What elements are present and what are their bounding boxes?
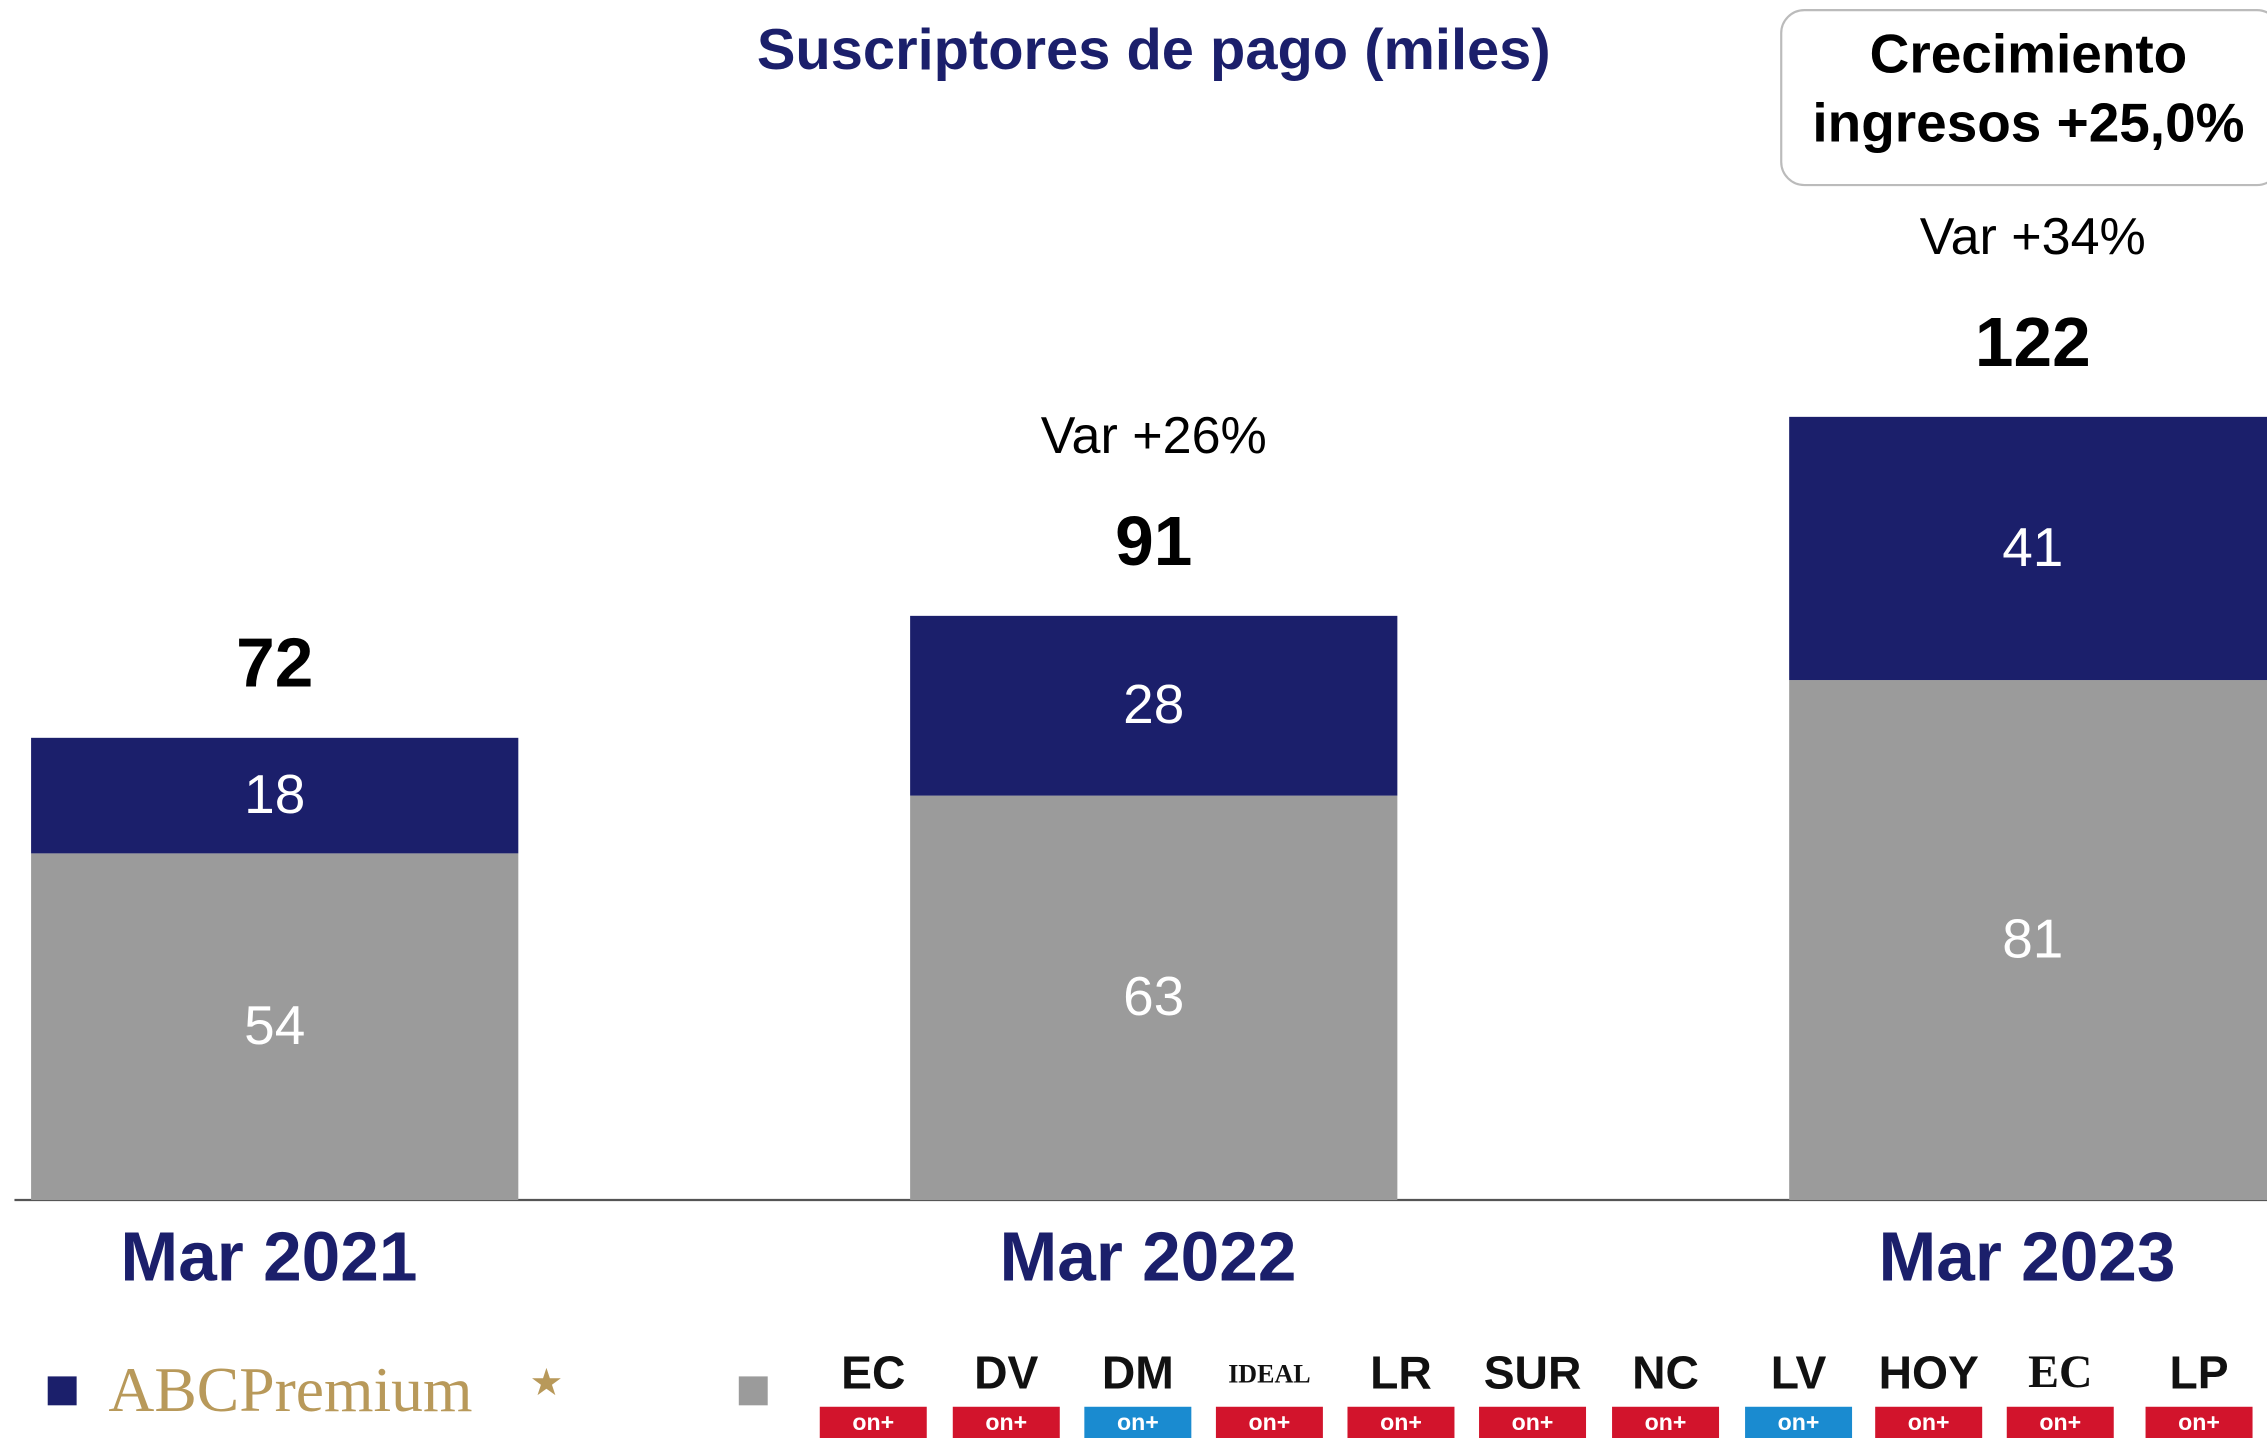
logo-tag (1084, 1406, 1192, 1438)
total-label: 122 (1975, 303, 2091, 381)
bar-segment (910, 615, 1398, 796)
logo-tag-text: on+ (2039, 1409, 2081, 1435)
logo-text: DM (1102, 1347, 1174, 1399)
logo-tag (1215, 1406, 1323, 1438)
legend-star: ★ (530, 1361, 564, 1403)
logo-tag (2006, 1406, 2114, 1438)
segment-label: 54 (244, 994, 305, 1056)
logo-tag-text: on+ (1778, 1409, 1820, 1435)
chart-title: Suscriptores de pago (miles) (757, 18, 1551, 82)
legend-swatch (47, 1376, 77, 1406)
bar-segment (1789, 416, 2267, 681)
segment-label: 28 (1123, 673, 1184, 735)
bar-segment (31, 853, 519, 1201)
logo-text: LV (1771, 1347, 1827, 1399)
logo-tag (2145, 1406, 2253, 1438)
logo-tag-text: on+ (2178, 1409, 2220, 1435)
segment-label: 81 (2002, 907, 2063, 969)
segment-label: 41 (2002, 516, 2063, 578)
legend-label: ABCPremium (108, 1354, 472, 1425)
variation-label: Var +34% (1920, 208, 2146, 266)
box-text: ingresos +25,0% (1812, 92, 2244, 154)
logo-tag (1612, 1406, 1720, 1438)
total-label: 91 (1115, 502, 1192, 580)
logo-tag (1479, 1406, 1587, 1438)
legend-swatch (738, 1376, 768, 1406)
logo-text: EC (2028, 1347, 2092, 1398)
logo-text: SUR (1484, 1347, 1582, 1399)
logo-tag-text: on+ (1380, 1409, 1422, 1435)
logo-text: EC (841, 1347, 905, 1399)
total-label: 72 (236, 624, 313, 702)
logo-tag-text: on+ (1117, 1409, 1159, 1435)
x-tick-label: Mar 2022 (999, 1218, 1296, 1296)
logo-text: LR (1370, 1347, 1432, 1399)
logo-tag-text: on+ (1249, 1409, 1291, 1435)
x-tick-label: Mar 2021 (120, 1218, 417, 1296)
bar-segment (31, 737, 519, 854)
logo-tag-text: on+ (1908, 1409, 1950, 1435)
x-tick-label: Mar 2023 (1879, 1218, 2176, 1296)
logo-tag (819, 1406, 927, 1438)
growth-box (1780, 9, 2267, 187)
logo-tag-text: on+ (1645, 1409, 1687, 1435)
box-text: Crecimiento (1870, 22, 2188, 84)
logo-text: NC (1632, 1347, 1699, 1399)
variation-label: Var +26% (1041, 407, 1267, 465)
segment-label: 18 (244, 763, 305, 825)
logo-tag-text: on+ (1512, 1409, 1554, 1435)
logo-text: DV (974, 1347, 1038, 1399)
logo-tag (1745, 1406, 1853, 1438)
segment-label: 63 (1123, 965, 1184, 1027)
logo-text: HOY (1879, 1347, 1979, 1399)
bar-segment (910, 795, 1398, 1201)
logo-text: LP (2169, 1347, 2228, 1399)
logo-tag (952, 1406, 1060, 1438)
logo-tag (1347, 1406, 1455, 1438)
logo-tag (1875, 1406, 1983, 1438)
bar-segment (1789, 680, 2267, 1201)
logo-text: IDEAL (1228, 1359, 1310, 1388)
logo-tag-text: on+ (985, 1409, 1027, 1435)
logo-tag-text: on+ (852, 1409, 894, 1435)
